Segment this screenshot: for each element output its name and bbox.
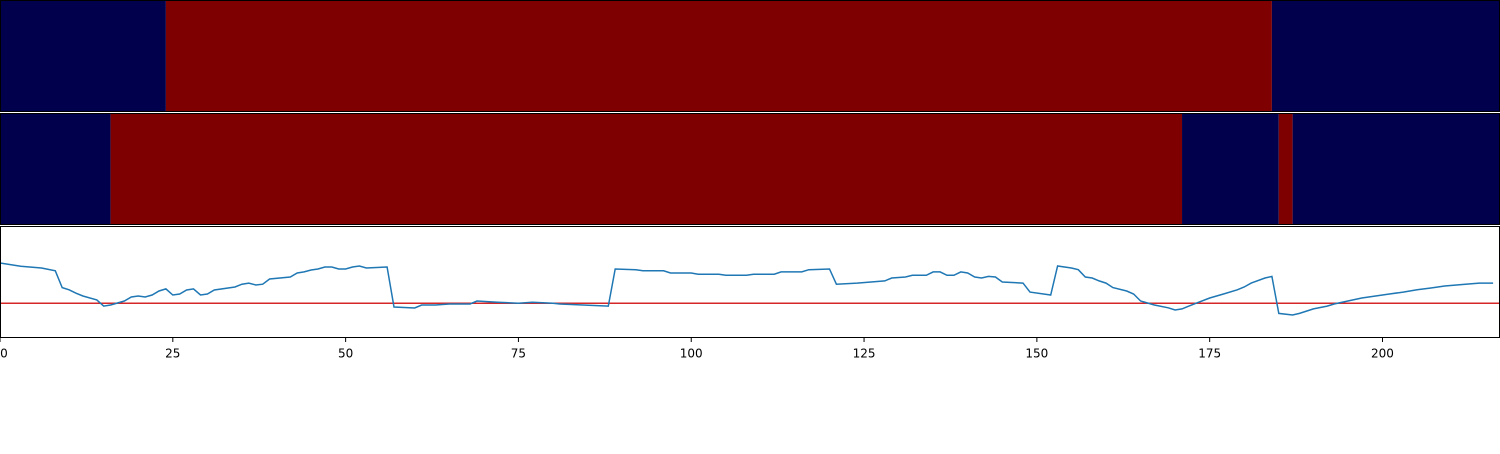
x-tick-label: 50: [338, 347, 353, 361]
state-segment: [0, 0, 166, 112]
state-segment: [0, 113, 111, 225]
x-tick-label: 175: [1198, 347, 1221, 361]
data-line: [0, 262, 1494, 316]
state-segment: [110, 113, 1183, 225]
x-tick-label: 200: [1371, 347, 1394, 361]
state-segment: [165, 0, 1272, 112]
state-segment: [1271, 0, 1500, 112]
state-segment: [1278, 113, 1293, 225]
x-tick-label: 125: [853, 347, 876, 361]
x-tick-label: 150: [1025, 347, 1048, 361]
x-tick-label: 0: [0, 347, 8, 361]
state-segment: [1292, 113, 1500, 225]
x-tick-label: 25: [165, 347, 180, 361]
x-tick-label: 100: [680, 347, 703, 361]
x-tick-label: 75: [511, 347, 526, 361]
panel-frame: [0, 226, 1500, 338]
state-segment: [1182, 113, 1279, 225]
